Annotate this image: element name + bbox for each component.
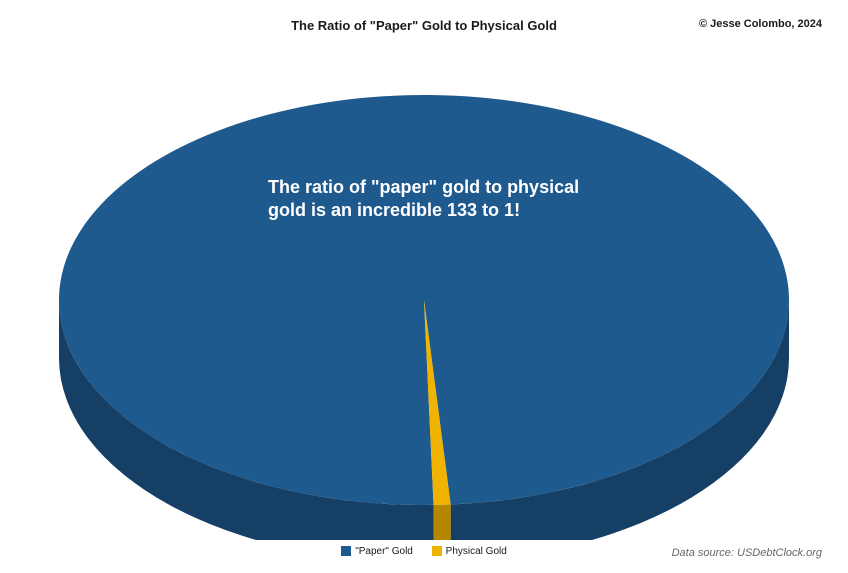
legend-label-paper-gold: "Paper" Gold [355,546,413,557]
legend-item-paper-gold: "Paper" Gold [341,546,413,557]
chart-data-source: Data source: USDebtClock.org [672,547,822,559]
legend-swatch-physical-gold [432,546,442,556]
chart-frame: The Ratio of "Paper" Gold to Physical Go… [0,0,848,573]
chart-attribution: © Jesse Colombo, 2024 [699,18,822,30]
pie-slice [59,95,789,505]
pie-side [434,504,451,540]
legend-label-physical-gold: Physical Gold [446,546,507,557]
pie-chart: The ratio of "paper" gold to physical go… [0,30,848,540]
legend-swatch-paper-gold [341,546,351,556]
legend-item-physical-gold: Physical Gold [432,546,507,557]
chart-callout: The ratio of "paper" gold to physical go… [268,176,579,221]
